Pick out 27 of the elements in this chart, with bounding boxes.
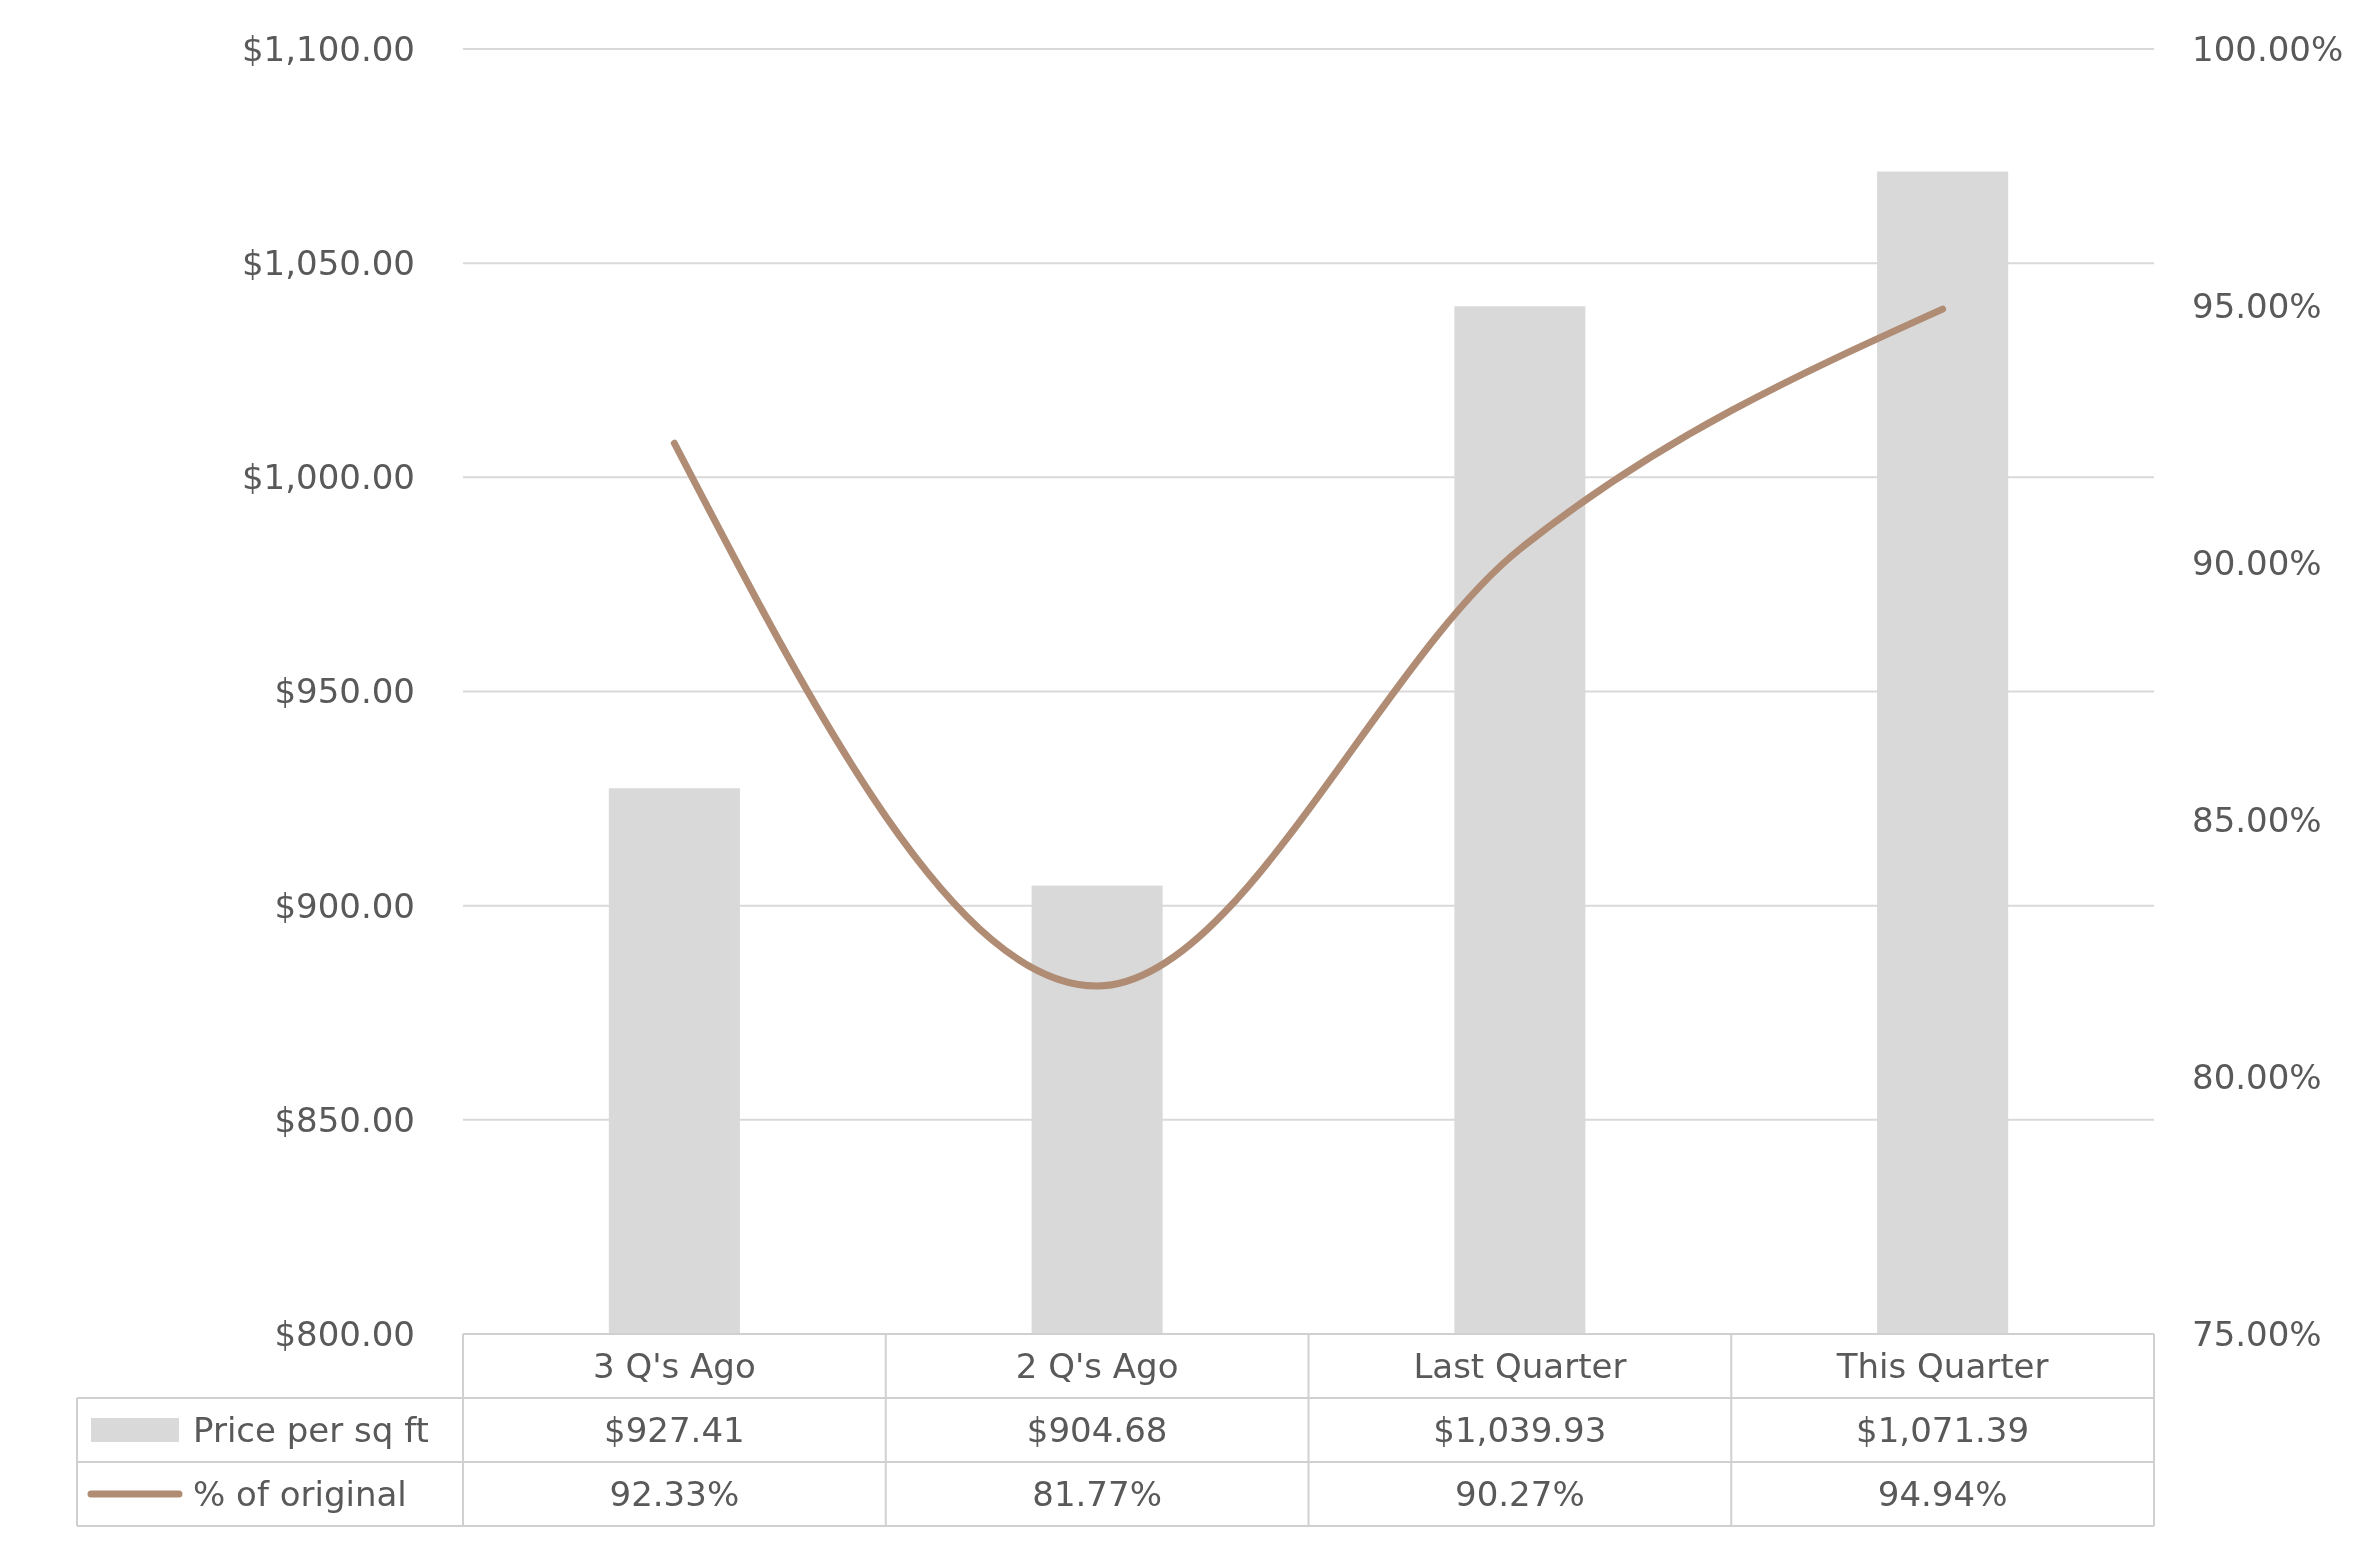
y-tick-label: $1,000.00 <box>241 457 415 498</box>
data-label: 94.94% <box>1877 1473 2008 1514</box>
y2-tick-label: 95.00% <box>2192 285 2322 326</box>
y-tick-label: $850.00 <box>274 1099 415 1140</box>
y2-tick-label: 75.00% <box>2192 1313 2322 1354</box>
y2-tick-label: 90.00% <box>2192 542 2322 583</box>
data-label: 92.33% <box>609 1473 740 1514</box>
data-label: $927.41 <box>604 1409 745 1450</box>
y-tick-label: $800.00 <box>274 1313 415 1354</box>
y2-tick-label: 85.00% <box>2192 799 2322 840</box>
data-label: $904.68 <box>1026 1409 1168 1450</box>
data-label: $1,039.93 <box>1433 1409 1607 1450</box>
legend-label: Price per sq ft <box>193 1409 429 1450</box>
y-tick-label: $1,050.00 <box>241 243 415 284</box>
x-tick-label: This Quarter <box>1835 1345 2049 1386</box>
y-tick-label: $1,100.00 <box>241 28 415 69</box>
x-tick-label: Last Quarter <box>1413 1345 1627 1386</box>
y2-tick-label: 100.00% <box>2192 28 2344 69</box>
data-label: 90.27% <box>1455 1473 1585 1514</box>
x-tick-label: 2 Q's Ago <box>1015 1345 1179 1386</box>
y2-tick-label: 80.00% <box>2192 1056 2322 1097</box>
y-tick-label: $900.00 <box>274 885 415 926</box>
data-label: $1,071.39 <box>1856 1409 2030 1450</box>
legend-label: % of original <box>193 1473 407 1514</box>
y-tick-label: $950.00 <box>274 671 415 712</box>
data-label: 81.77% <box>1032 1473 1162 1514</box>
x-tick-label: 3 Q's Ago <box>593 1345 756 1386</box>
